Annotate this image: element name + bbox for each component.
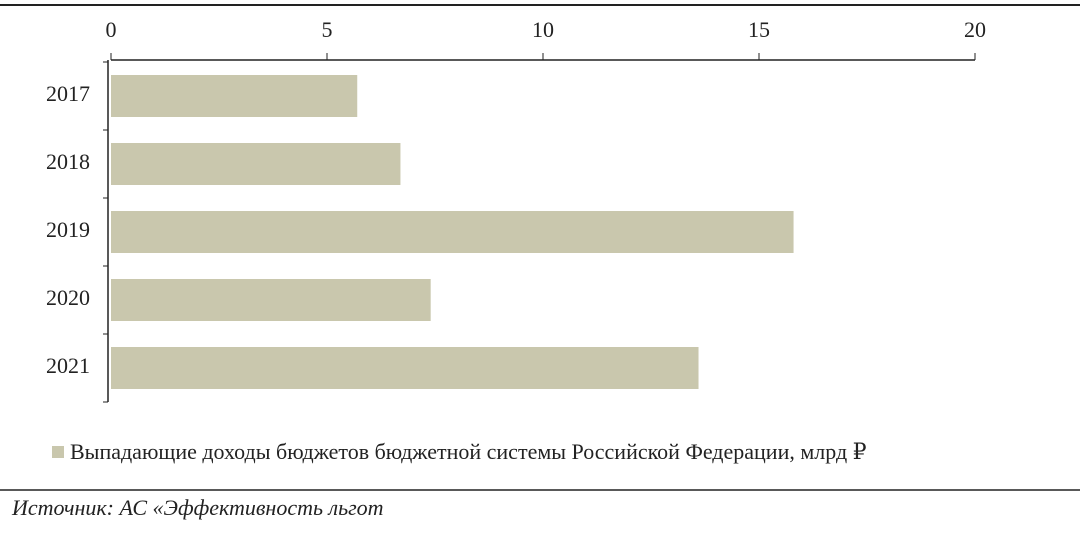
x-tick-label: 10 bbox=[532, 17, 554, 42]
x-tick-label: 5 bbox=[322, 17, 333, 42]
y-tick-label: 2020 bbox=[46, 285, 90, 310]
y-tick-label: 2017 bbox=[46, 81, 90, 106]
bar bbox=[111, 143, 401, 185]
legend-label: Выпадающие доходы бюджетов бюджетной сис… bbox=[70, 439, 867, 464]
bar bbox=[111, 279, 431, 321]
bar bbox=[111, 75, 358, 117]
source: Источник: АС «Эффективность льгот bbox=[11, 495, 384, 520]
x-tick-label: 20 bbox=[964, 17, 986, 42]
y-tick-label: 2019 bbox=[46, 217, 90, 242]
bar bbox=[111, 347, 699, 389]
x-tick-label: 15 bbox=[748, 17, 770, 42]
x-tick-label: 0 bbox=[106, 17, 117, 42]
y-tick-label: 2018 bbox=[46, 149, 90, 174]
bar bbox=[111, 211, 794, 253]
legend-swatch bbox=[52, 446, 64, 458]
y-tick-label: 2021 bbox=[46, 353, 90, 378]
